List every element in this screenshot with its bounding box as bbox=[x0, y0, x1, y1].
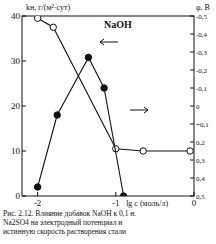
arrow bbox=[100, 39, 118, 45]
y2-tick-label: -0,4 bbox=[196, 31, 208, 39]
y2-tick-label: +0,1 bbox=[196, 121, 209, 129]
y2-tick bbox=[190, 124, 194, 125]
y-tick-label: 0 bbox=[16, 191, 21, 201]
series-marker bbox=[54, 112, 60, 118]
y-tick-label: 40 bbox=[11, 11, 21, 21]
series-line bbox=[38, 18, 190, 151]
y-tick bbox=[22, 16, 26, 17]
y-tick bbox=[22, 106, 26, 107]
series-marker bbox=[140, 148, 146, 154]
y2-tick-label: -0,5 bbox=[196, 13, 208, 21]
y-tick-label: 30 bbox=[11, 56, 21, 66]
caption: истинную скорость растворения стали bbox=[3, 227, 126, 236]
x-tick-label: -1 bbox=[112, 198, 120, 208]
y2-tick bbox=[190, 196, 194, 197]
y2-tick bbox=[190, 52, 194, 53]
series-line bbox=[38, 57, 124, 196]
y2-tick-label: -0,2 bbox=[196, 67, 208, 75]
y2-tick bbox=[190, 142, 194, 143]
caption: Рис. 2.12. Влияние добавок NaOH к 0,1 н. bbox=[3, 209, 136, 218]
y2-tick bbox=[190, 16, 194, 17]
y2-tick bbox=[190, 88, 194, 89]
y2-tick-label: 0,4 bbox=[196, 175, 205, 183]
y-axis-label: kн, г/(м²·сут) bbox=[26, 3, 71, 12]
arrow bbox=[130, 107, 148, 113]
y-tick bbox=[22, 61, 26, 62]
series-marker bbox=[120, 193, 126, 196]
y2-tick bbox=[190, 178, 194, 179]
x-tick bbox=[194, 192, 195, 196]
y2-axis-label: φ, В bbox=[196, 3, 210, 12]
series-marker bbox=[34, 184, 40, 190]
y2-tick-label: 0,3 bbox=[196, 157, 205, 165]
series-marker bbox=[101, 85, 107, 91]
y2-tick-label: 0 bbox=[196, 103, 200, 111]
y2-tick-label: -0,3 bbox=[196, 49, 208, 57]
y2-tick-label: 0,5 bbox=[196, 193, 205, 201]
x-tick bbox=[37, 192, 38, 196]
y2-tick bbox=[190, 106, 194, 107]
caption: Na2SO4 на электродный потенциал и bbox=[3, 218, 122, 227]
y-tick bbox=[22, 151, 26, 152]
series-marker bbox=[34, 16, 40, 21]
y-tick-label: 10 bbox=[11, 146, 21, 156]
y2-tick bbox=[190, 70, 194, 71]
y2-tick-label: -0,1 bbox=[196, 85, 208, 93]
plot-frame bbox=[22, 16, 194, 196]
y2-tick bbox=[190, 160, 194, 161]
x-tick-label: -2 bbox=[34, 198, 42, 208]
plot-area bbox=[34, 16, 193, 196]
chart: -2 -1 0 lg c (моль/л) 0 10 20 30 40 kн, г/(м²·сут… bbox=[0, 0, 216, 244]
title: NaOH bbox=[104, 19, 132, 30]
series-marker bbox=[187, 148, 193, 154]
x-axis-label: lg c (моль/л) bbox=[126, 199, 168, 208]
y-tick bbox=[22, 196, 26, 197]
y2-tick-label: 0,2 bbox=[196, 139, 205, 147]
series-marker bbox=[50, 24, 56, 30]
series-marker bbox=[85, 54, 91, 60]
y2-tick bbox=[190, 34, 194, 35]
x-tick bbox=[115, 192, 116, 196]
y-tick-label: 20 bbox=[11, 101, 21, 111]
